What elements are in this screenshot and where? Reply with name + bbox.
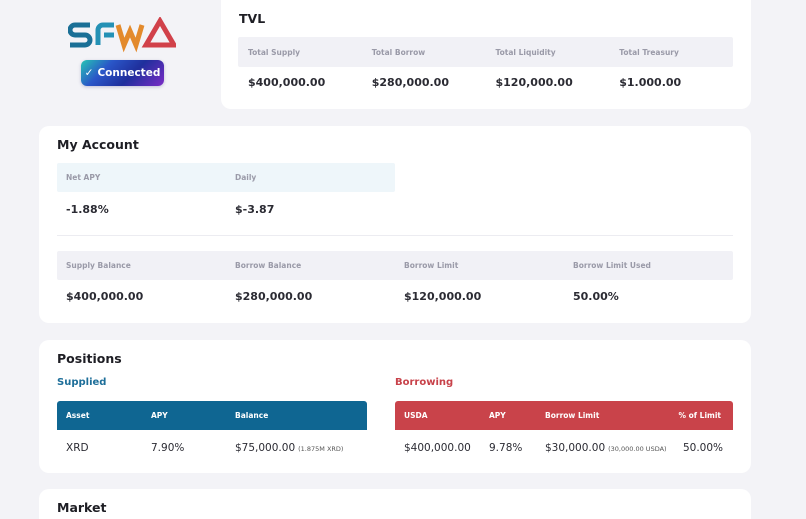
supplied-table-header: Asset APY Balance (57, 401, 367, 430)
daily-value: $-3.87 (235, 202, 275, 216)
market-title: Market (57, 500, 107, 515)
divider (57, 235, 733, 236)
account-balances-header: Supply Balance Borrow Balance Borrow Lim… (57, 251, 733, 280)
borrow-limit-used-value: 50.00% (573, 289, 619, 303)
borrowing-table-row[interactable]: $400,000.00 9.78% $30,000.00 (30,000.00 U… (395, 440, 733, 456)
positions-title: Positions (57, 351, 122, 366)
borrow-balance-value: $280,000.00 (235, 289, 313, 303)
borrowing-header-borrow-limit: Borrow Limit (545, 411, 600, 420)
account-balances-values: $400,000.00 $280,000.00 $120,000.00 50.0… (57, 288, 733, 304)
borrowing-limit-cell: $30,000.00 (30,000.00 USDA) (536, 442, 677, 454)
brand-area: ✓ Connected (56, 12, 188, 92)
tvl-header-row: Total Supply Total Borrow Total Liquidit… (238, 37, 733, 67)
tvl-header-total-borrow: Total Borrow (371, 47, 426, 57)
check-icon: ✓ (84, 67, 94, 79)
borrow-limit-used-label: Borrow Limit Used (573, 261, 651, 270)
my-account-title: My Account (57, 137, 139, 152)
tvl-total-liquidity: $120,000.00 (495, 75, 573, 89)
borrowing-header-apy: APY (489, 411, 506, 420)
borrow-limit-value: $120,000.00 (404, 289, 482, 303)
account-summary-header: Net APY Daily (57, 163, 395, 192)
tvl-header-total-supply: Total Supply (248, 47, 301, 57)
market-card: Market (39, 489, 751, 519)
supply-balance-label: Supply Balance (66, 261, 131, 270)
borrowing-limit-note: (30,000.00 USDA) (608, 445, 667, 453)
net-apy-label: Net APY (66, 173, 101, 182)
supplied-balance-cell: $75,000.00 (1.875M XRD) (226, 442, 367, 454)
borrowing-pct-limit: 50.00% (682, 442, 723, 454)
tvl-header-total-liquidity: Total Liquidity (495, 47, 556, 57)
tvl-total-treasury: $1.000.00 (619, 75, 682, 89)
tvl-title: TVL (239, 11, 266, 26)
supplied-header-apy: APY (151, 411, 168, 420)
supplied-balance: $75,000.00 (235, 442, 296, 454)
supplied-table-row[interactable]: XRD 7.90% $75,000.00 (1.875M XRD) (57, 440, 367, 456)
supplied-title: Supplied (57, 377, 107, 388)
supplied-header-asset: Asset (66, 411, 90, 420)
net-apy-value: -1.88% (66, 202, 109, 216)
supplied-balance-note: (1.875M XRD) (298, 445, 344, 453)
borrowing-apy: 9.78% (489, 442, 523, 454)
borrowing-amount: $400,000.00 (404, 442, 471, 454)
borrowing-table-header: USDA APY Borrow Limit % of Limit (395, 401, 733, 430)
tvl-value-row: $400,000.00 $280,000.00 $120,000.00 $1.0… (238, 74, 733, 90)
srwa-logo (68, 17, 176, 53)
borrowing-header-usda: USDA (404, 411, 428, 420)
positions-card: Positions Supplied Asset APY Balance XRD… (39, 340, 751, 473)
daily-label: Daily (235, 173, 257, 182)
borrow-limit-label: Borrow Limit (404, 261, 459, 270)
supplied-header-balance: Balance (235, 411, 269, 420)
my-account-card: My Account Net APY Daily -1.88% $-3.87 S… (39, 126, 751, 323)
connected-label: Connected (97, 67, 161, 79)
tvl-card: TVL Total Supply Total Borrow Total Liqu… (221, 0, 751, 109)
connected-button[interactable]: ✓ Connected (81, 60, 164, 86)
borrowing-limit: $30,000.00 (545, 442, 606, 454)
supplied-apy: 7.90% (151, 442, 185, 454)
tvl-total-borrow: $280,000.00 (371, 75, 449, 89)
supply-balance-value: $400,000.00 (66, 289, 144, 303)
supplied-asset: XRD (66, 442, 89, 454)
tvl-header-total-treasury: Total Treasury (619, 47, 679, 57)
tvl-total-supply: $400,000.00 (248, 75, 326, 89)
borrowing-header-pct-limit: % of Limit (678, 411, 721, 420)
account-summary-values: -1.88% $-3.87 (57, 201, 395, 217)
borrow-balance-label: Borrow Balance (235, 261, 302, 270)
borrowing-title: Borrowing (395, 377, 454, 388)
